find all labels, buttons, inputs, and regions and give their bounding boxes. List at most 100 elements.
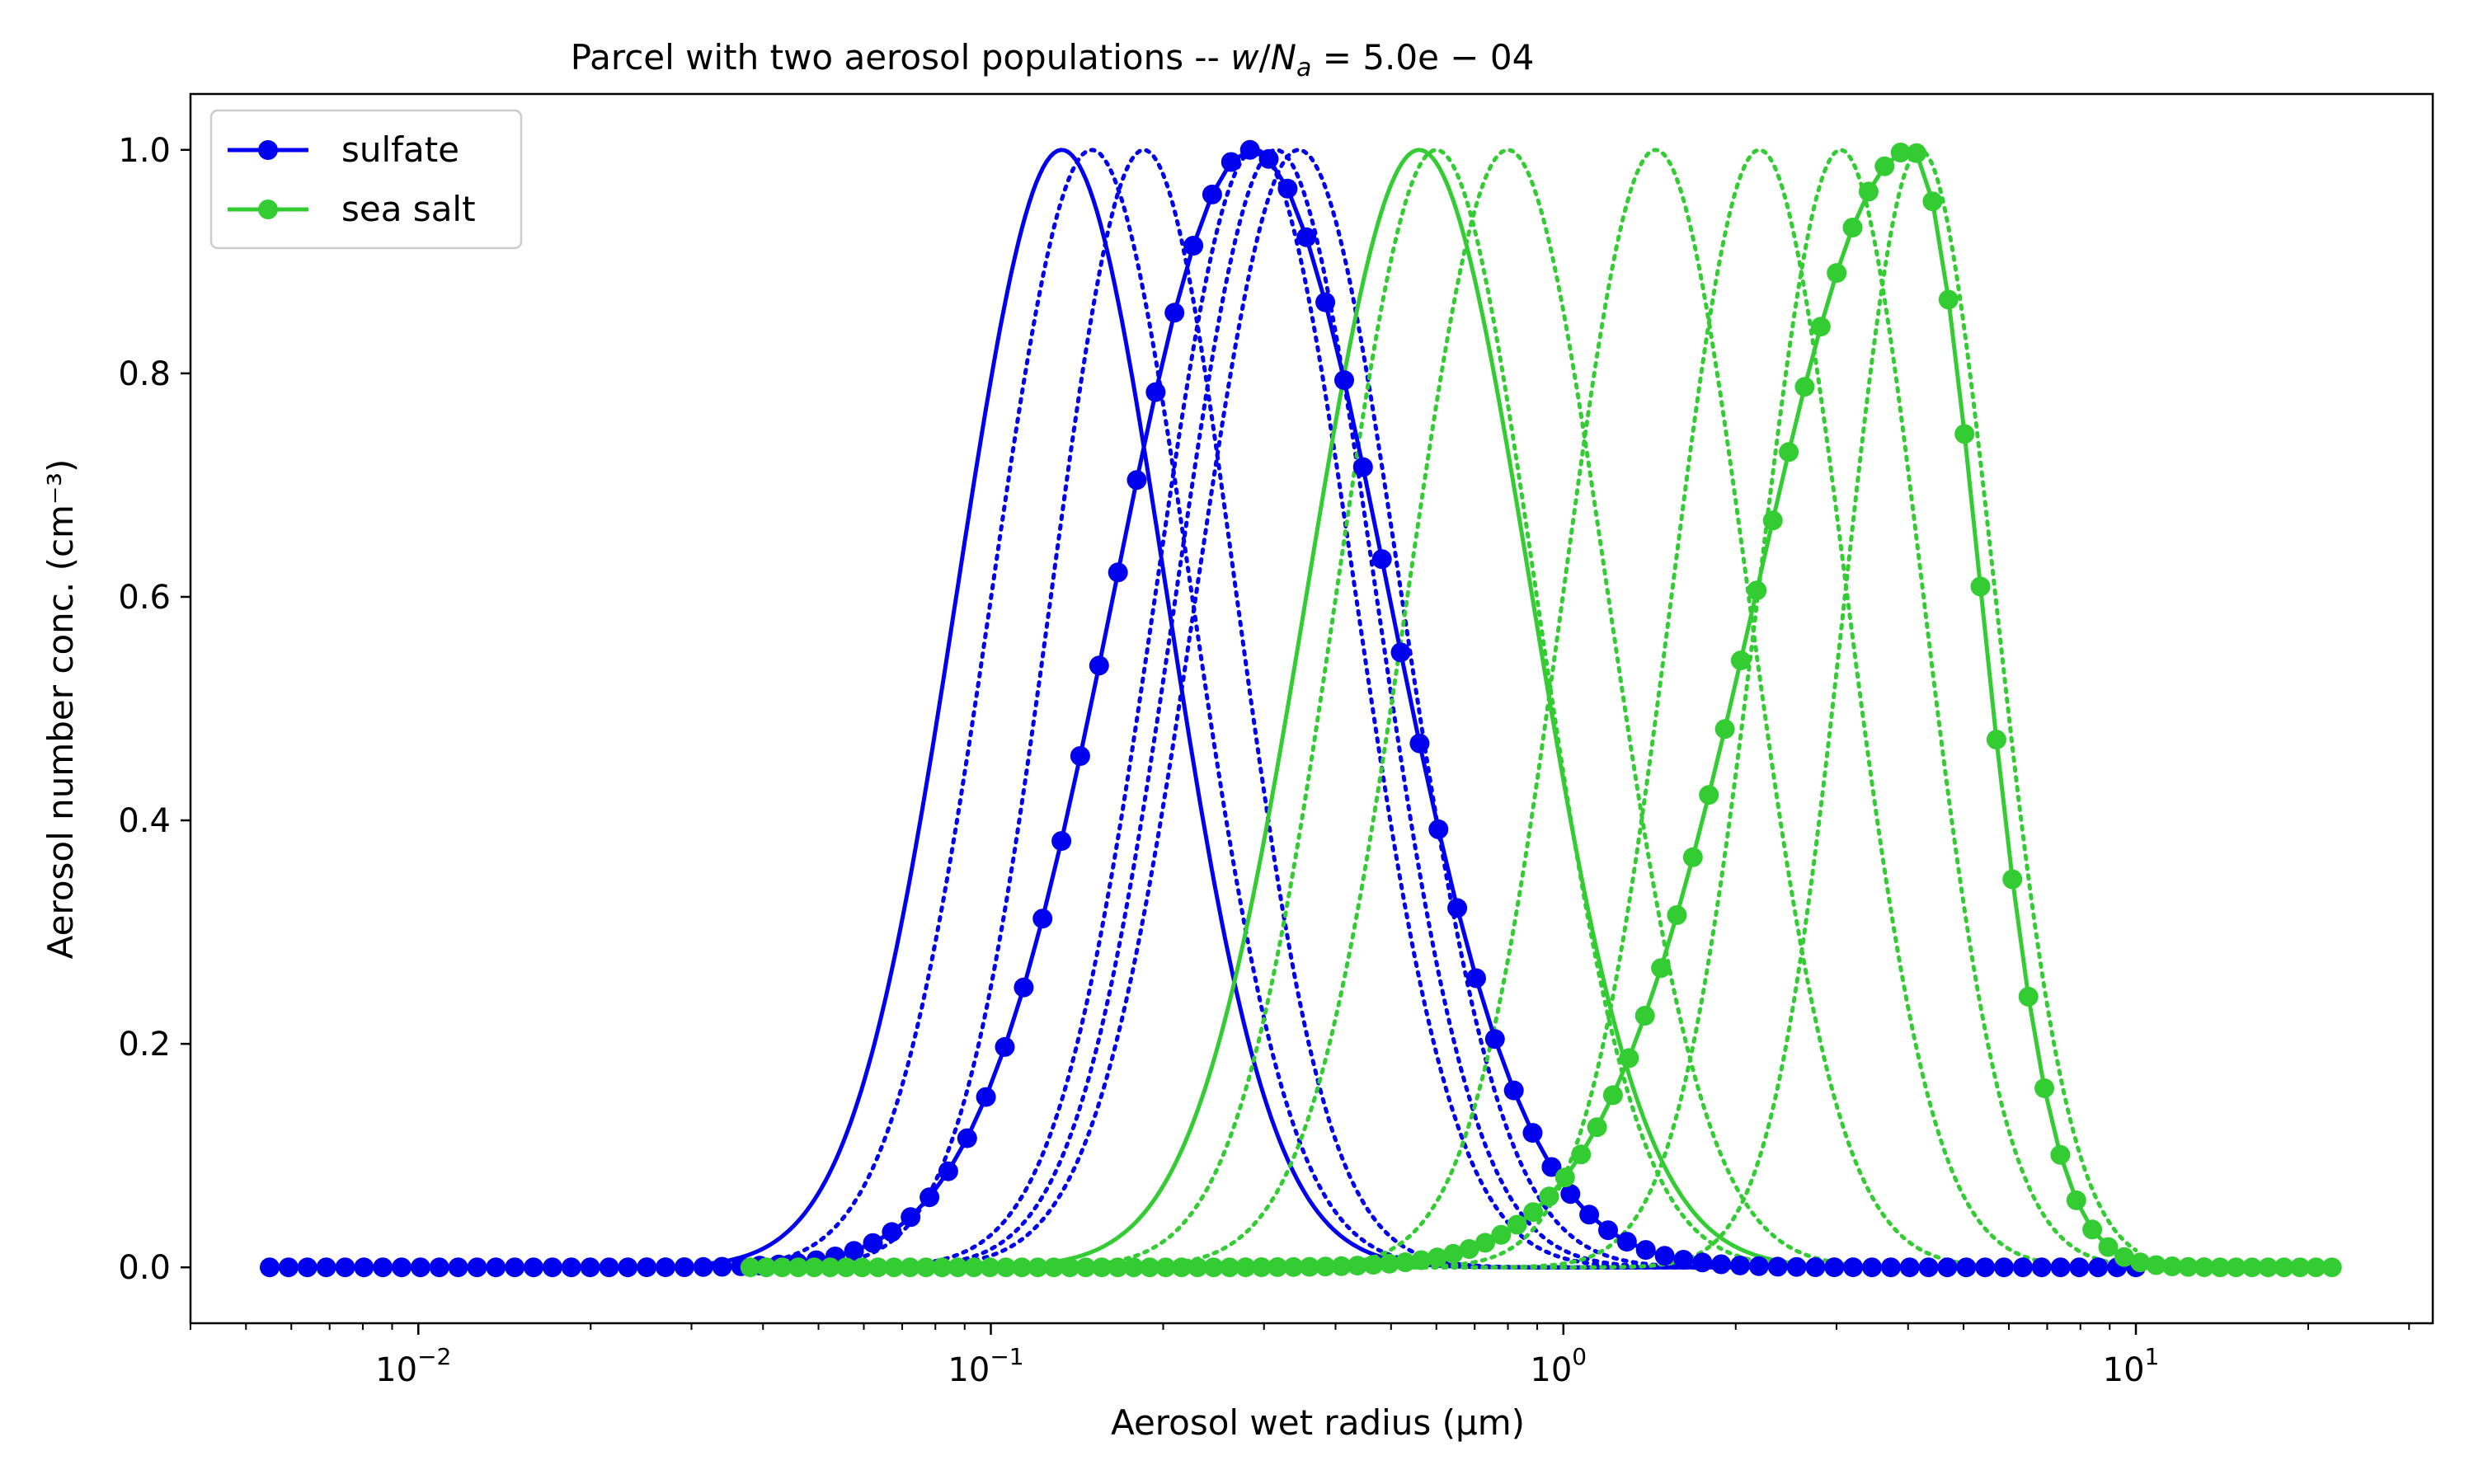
sea-salt-point [1714, 719, 1735, 740]
sea-salt-point [1251, 1257, 1272, 1277]
sulfate-point [410, 1257, 430, 1278]
sea-salt-point [1235, 1257, 1256, 1278]
y-tick-label: 1.0 [118, 132, 171, 170]
sulfate-point [1899, 1257, 1920, 1278]
sea-salt-point [900, 1257, 920, 1278]
y-tick-label: 0.2 [118, 1026, 171, 1064]
sulfate-point [938, 1161, 958, 1181]
sea-salt-point [964, 1257, 984, 1278]
sea-salt-point [2210, 1257, 2231, 1278]
sulfate-point [1956, 1257, 1977, 1278]
y-axis-label: Aerosol number conc. (cm⁻³) [40, 459, 81, 960]
sulfate-point [618, 1257, 638, 1278]
sea-salt-point [1443, 1243, 1464, 1264]
sea-salt-point [1012, 1257, 1032, 1278]
sea-salt-point [820, 1257, 840, 1278]
sulfate-point [1880, 1257, 1901, 1278]
sea-salt-point [1268, 1256, 1288, 1277]
sea-salt-point [2002, 869, 2023, 890]
sea-salt-point [2162, 1256, 2182, 1276]
chart-title-rest: = 5.0e − 04 [1311, 37, 1534, 77]
plot-frame [189, 92, 2434, 1325]
sea-salt-point [1427, 1247, 1447, 1268]
sea-salt-point [2321, 1257, 2342, 1278]
sea-salt-point [1890, 143, 1911, 162]
sulfate-dotted-line-5 [705, 148, 2138, 1270]
sulfate-point [1598, 1220, 1618, 1241]
sea-salt-point [1651, 958, 1672, 979]
sea-salt-point [1842, 218, 1863, 237]
sea-salt-dotted-line-11 [748, 148, 2138, 1270]
sea-salt-point [1587, 1117, 1607, 1138]
sulfate-point [1824, 1257, 1845, 1278]
sea-salt-point [1459, 1239, 1479, 1259]
sulfate-point [1503, 1080, 1524, 1101]
sulfate-point [844, 1241, 864, 1261]
chart-title-slash: / [1258, 37, 1271, 77]
sulfate-point [599, 1257, 619, 1278]
chart-title: Parcel with two aerosol populations -- w… [571, 37, 1535, 82]
x-tick-label: 10−1 [948, 1343, 1023, 1389]
sea-salt-point [1188, 1257, 1208, 1278]
sea-salt-point [2130, 1252, 2151, 1273]
sulfate-point [1164, 303, 1185, 323]
sulfate-point [2088, 1257, 2109, 1278]
sea-salt-point [756, 1257, 777, 1278]
sulfate-point [1371, 549, 1392, 570]
sea-salt-point [1283, 1256, 1304, 1277]
sulfate-point [656, 1257, 675, 1278]
sea-salt-point [1794, 377, 1815, 397]
sulfate-point [693, 1256, 713, 1277]
sulfate-point [1334, 370, 1354, 391]
sea-salt-point [948, 1257, 968, 1278]
sulfate-dotted-line-3 [705, 148, 2138, 1270]
sea-salt-point [2178, 1256, 2199, 1277]
sulfate-point [1635, 1240, 1656, 1261]
sulfate-point [392, 1257, 412, 1278]
sea-salt-point [1523, 1202, 1544, 1223]
sea-salt-point [2274, 1257, 2294, 1278]
sulfate-point [505, 1257, 525, 1278]
sulfate-point [1937, 1257, 1958, 1278]
sea-salt-point [2050, 1144, 2071, 1165]
sulfate-point [1692, 1252, 1713, 1273]
sea-salt-point [836, 1257, 856, 1278]
sea-salt-point [1571, 1144, 1592, 1165]
sea-salt-point [1874, 156, 1895, 176]
sea-salt-point [1554, 1167, 1575, 1188]
sulfate-dotted-line-1 [705, 148, 2138, 1270]
sea-salt-point [1730, 650, 1751, 671]
sulfate-point [920, 1187, 940, 1208]
sulfate-point [1409, 733, 1430, 754]
sea-salt-point [1682, 847, 1703, 867]
sea-salt-point [1348, 1256, 1367, 1276]
sulfate-point [1975, 1257, 1996, 1278]
y-tick-label: 0.8 [118, 355, 171, 393]
sulfate-dotted-line-4 [705, 148, 2138, 1270]
sea-salt-dotted-line-10 [748, 148, 2138, 1270]
sea-salt-point [1986, 730, 2006, 750]
sea-salt-point [804, 1257, 825, 1278]
sulfate-point [1466, 968, 1486, 989]
sea-salt-point [852, 1257, 872, 1278]
sea-salt-point [1779, 442, 1799, 463]
sea-salt-point [1810, 317, 1831, 337]
sea-salt-point [1315, 1256, 1336, 1277]
sea-salt-point [1395, 1252, 1416, 1272]
sea-salt-point [1140, 1257, 1160, 1278]
sea-salt-point [1028, 1257, 1048, 1278]
sulfate-point [1918, 1257, 1939, 1278]
sea-salt-point [2098, 1237, 2119, 1257]
sea-salt-point [1220, 1257, 1239, 1278]
legend-sulfate-label: sulfate [341, 129, 459, 170]
sulfate-point [448, 1257, 468, 1278]
y-axis: 0.0 0.2 0.4 0.6 0.8 1.0 [118, 132, 190, 1287]
sulfate-point [1579, 1205, 1600, 1225]
sea-salt-point [1602, 1085, 1623, 1106]
sulfate-point [1183, 236, 1204, 256]
sea-salt-point [1938, 289, 1959, 310]
x-axis-label: Aerosol wet radius (μm) [1111, 1402, 1525, 1443]
x-tick-label: 101 [2103, 1343, 2160, 1389]
legend-sulfate-marker [258, 140, 278, 160]
